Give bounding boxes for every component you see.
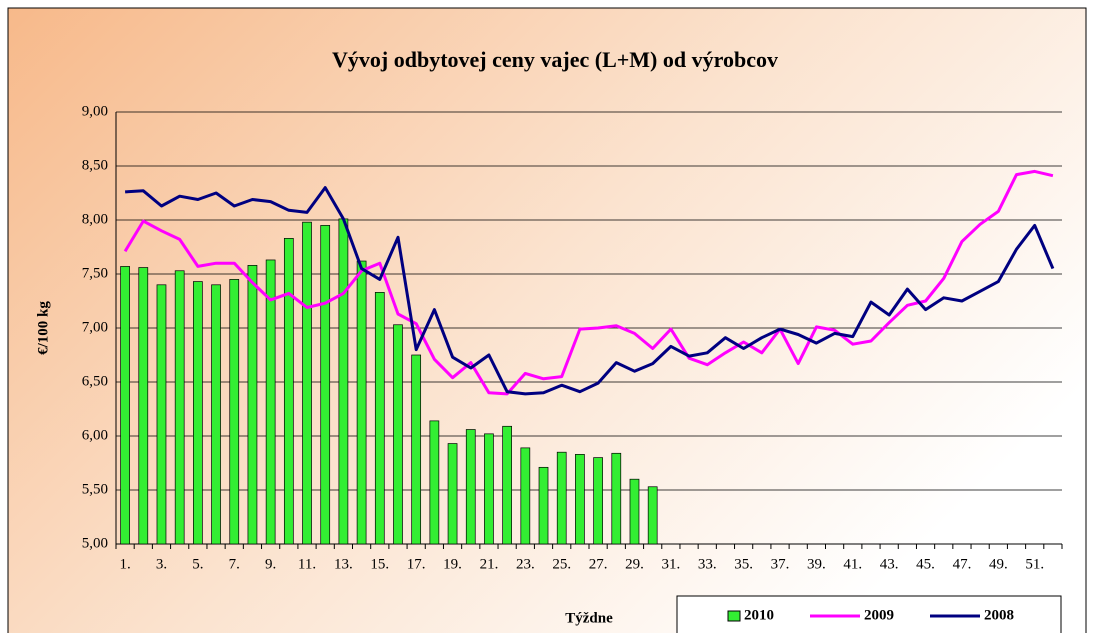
x-tick-label: 41. xyxy=(843,556,862,572)
x-tick-label: 39. xyxy=(807,556,826,572)
x-tick-label: 49. xyxy=(989,556,1008,572)
y-tick-label: 5,50 xyxy=(82,481,108,497)
bar xyxy=(520,447,531,545)
bar xyxy=(575,454,585,545)
x-tick-label: 1. xyxy=(119,556,130,572)
bar xyxy=(484,433,494,545)
x-tick-label: 3. xyxy=(156,556,167,572)
bar xyxy=(174,270,185,545)
bar xyxy=(138,267,149,545)
y-tick-label: 7,00 xyxy=(82,319,108,335)
x-tick-label: 23. xyxy=(516,556,535,572)
bar xyxy=(374,292,385,545)
x-axis-label: Týždne xyxy=(565,610,613,626)
x-tick-label: 11. xyxy=(298,556,316,572)
bar xyxy=(611,452,622,545)
y-axis-label: €/100 kg xyxy=(35,301,51,355)
line xyxy=(125,186,1055,396)
x-tick-label: 5. xyxy=(192,556,203,572)
x-tick-label: 37. xyxy=(771,556,790,572)
bar xyxy=(556,451,567,545)
bar xyxy=(593,457,603,545)
x-tick-label: 7. xyxy=(229,556,240,572)
bar xyxy=(338,218,349,545)
line xyxy=(123,169,1054,396)
y-tick-label: 6,50 xyxy=(82,373,108,389)
x-tick-label: 29. xyxy=(625,556,644,572)
bar xyxy=(320,225,331,545)
y-tick-label: 9,00 xyxy=(82,103,108,119)
x-tick-label: 21. xyxy=(480,556,499,572)
bar xyxy=(447,443,458,545)
x-tick-label: 35. xyxy=(734,556,753,572)
y-tick-label: 5,00 xyxy=(82,535,108,551)
bar xyxy=(465,429,476,545)
x-tick-label: 13. xyxy=(334,556,353,572)
x-tick-label: 19. xyxy=(443,556,462,572)
x-tick-label: 31. xyxy=(661,556,680,572)
x-tick-label: 9. xyxy=(265,556,276,572)
x-tick-label: 27. xyxy=(589,556,608,572)
x-tick-label: 17. xyxy=(407,556,426,572)
chart-title: Vývoj odbytovej ceny vajec (L+M) od výro… xyxy=(332,47,778,72)
legend xyxy=(676,595,1062,633)
bar xyxy=(193,281,203,545)
y-tick-label: 8,00 xyxy=(82,211,108,227)
y-tick-label: 8,50 xyxy=(82,157,108,173)
x-tick-label: 47. xyxy=(953,556,972,572)
legend-label: 2010 xyxy=(744,607,774,623)
x-tick-label: 45. xyxy=(916,556,935,572)
bar xyxy=(502,425,512,545)
bar xyxy=(265,259,276,545)
bar xyxy=(429,420,440,545)
bar xyxy=(393,324,403,545)
bar xyxy=(229,279,240,545)
y-tick-label: 6,00 xyxy=(82,427,108,443)
legend-label: 2008 xyxy=(984,607,1014,623)
legend-swatch xyxy=(727,610,741,622)
bar xyxy=(156,284,167,545)
bar xyxy=(411,354,422,545)
bar xyxy=(538,466,549,545)
bar xyxy=(211,284,221,545)
x-tick-label: 33. xyxy=(698,556,717,572)
y-tick-label: 7,50 xyxy=(82,265,108,281)
bar xyxy=(302,221,312,545)
bar xyxy=(247,265,258,545)
bar xyxy=(647,486,658,545)
x-tick-label: 43. xyxy=(880,556,899,572)
bar xyxy=(356,260,367,545)
x-tick-label: 25. xyxy=(552,556,571,572)
bar xyxy=(120,266,130,545)
bar xyxy=(283,238,294,545)
legend-label: 2009 xyxy=(864,607,894,623)
x-tick-label: 51. xyxy=(1025,556,1044,572)
bar xyxy=(629,478,640,545)
x-tick-label: 15. xyxy=(370,556,389,572)
